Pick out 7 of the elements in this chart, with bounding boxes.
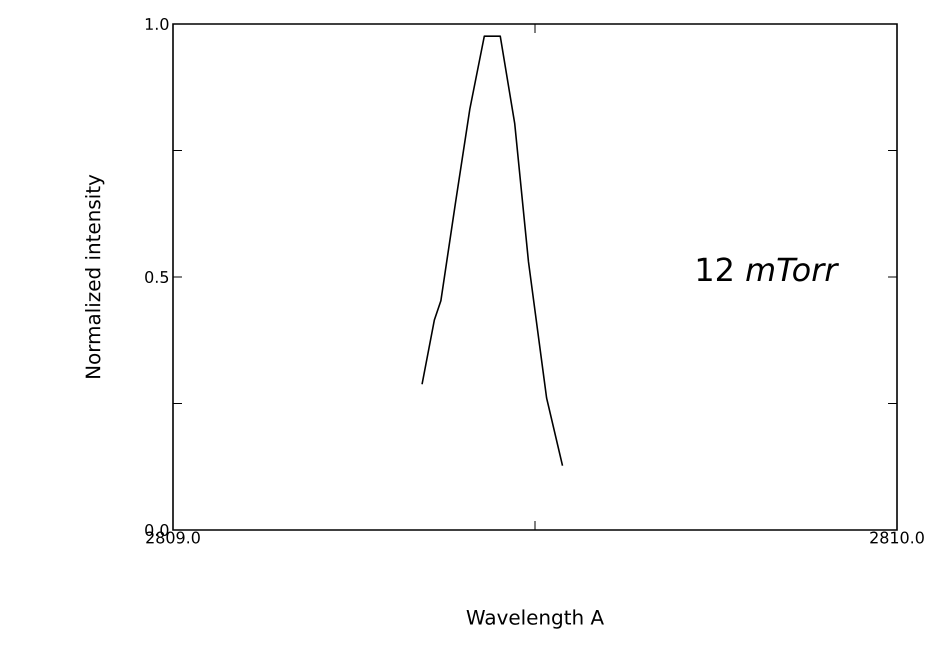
y-tick-label: 0.5 [145, 270, 168, 284]
annotation: 12 mTorr [698, 257, 840, 282]
x-axis-title: Wavelength A [466, 609, 604, 629]
x-tick-label: 2810.0 [870, 532, 924, 544]
line-series [421, 35, 564, 467]
y-tick-label: 1.0 [146, 18, 168, 30]
y-axis-title: Normalized intensity [85, 174, 104, 378]
